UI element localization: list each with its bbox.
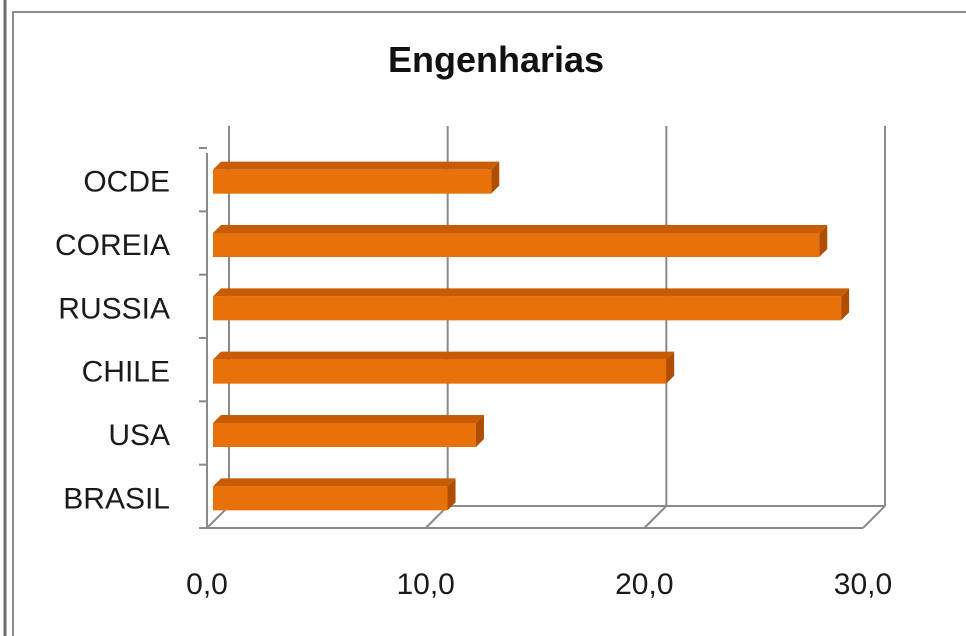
- bar-side: [841, 288, 850, 321]
- floor-gridline: [643, 505, 668, 529]
- bar-top: [213, 161, 500, 170]
- category-label: COREIA: [55, 229, 170, 262]
- bar-side: [491, 161, 500, 194]
- bar-top: [213, 478, 456, 487]
- bar-front: [213, 169, 492, 194]
- x-tick-label: 20,0: [615, 568, 673, 601]
- x-tick-label: 10,0: [396, 568, 454, 601]
- bar-front: [213, 233, 820, 257]
- bar-top: [213, 288, 850, 297]
- bar-ocde: [213, 161, 500, 194]
- bar-top: [213, 415, 484, 423]
- chart-title: Engenharias: [388, 39, 604, 80]
- bar-brasil: [213, 478, 456, 511]
- bar-coreia: [213, 225, 828, 257]
- bar-top: [213, 225, 828, 233]
- x-tick-label: 30,0: [834, 568, 892, 601]
- bar-chile: [213, 351, 675, 384]
- chart-border: [12, 11, 966, 636]
- category-label: CHILE: [82, 356, 170, 389]
- bar-front: [213, 423, 476, 447]
- category-labels: OCDE COREIA RUSSIA CHILE USA BRASIL: [55, 166, 170, 516]
- bar-russia: [213, 288, 850, 321]
- bar-front: [213, 296, 842, 321]
- category-label: USA: [108, 419, 170, 452]
- bar-side: [819, 225, 828, 257]
- category-label: RUSSIA: [58, 292, 170, 325]
- category-label: BRASIL: [63, 482, 170, 515]
- bar-side: [666, 351, 675, 384]
- bars: [213, 161, 850, 511]
- category-label: OCDE: [83, 166, 170, 199]
- bar-front: [213, 486, 448, 511]
- x-tick-label: 0,0: [186, 568, 228, 601]
- bar-side: [447, 478, 456, 511]
- x-tick-labels: 0,0 10,0 20,0 30,0: [186, 568, 892, 601]
- floor-gridline: [862, 505, 886, 529]
- bar-usa: [213, 415, 484, 447]
- bar-top: [213, 351, 675, 360]
- bar-side: [475, 415, 484, 447]
- bar-front: [213, 359, 667, 384]
